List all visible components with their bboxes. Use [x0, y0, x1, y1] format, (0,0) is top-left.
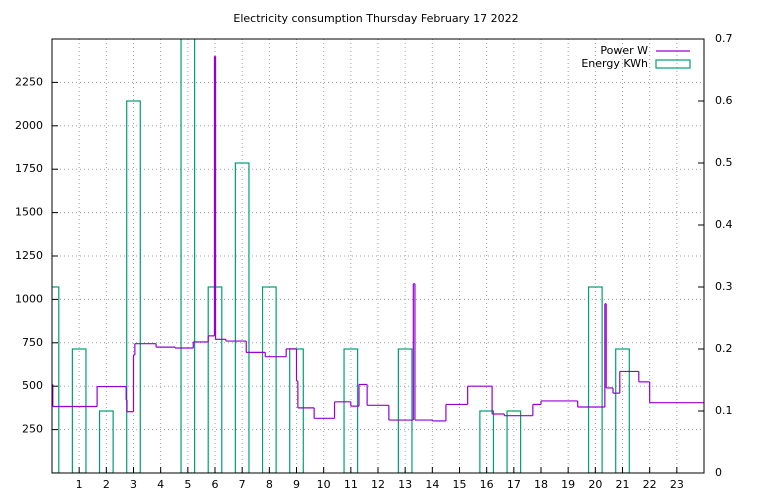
- y2-tick-label: 0.1: [715, 404, 733, 417]
- x-tick-label: 1: [76, 478, 83, 491]
- x-tick-label: 5: [184, 478, 191, 491]
- x-tick-label: 14: [425, 478, 439, 491]
- x-tick-label: 10: [317, 478, 331, 491]
- x-tick-label: 8: [266, 478, 273, 491]
- y2-tick-label: 0.7: [715, 32, 733, 45]
- x-tick-label: 12: [371, 478, 385, 491]
- y-tick-label: 2250: [15, 75, 43, 88]
- energy-box: [397, 348, 413, 473]
- x-tick-label: 13: [398, 478, 412, 491]
- y-tick-label: 250: [22, 423, 43, 436]
- energy-box: [615, 348, 630, 473]
- x-tick-label: 11: [344, 478, 358, 491]
- legend-swatch: [655, 59, 691, 69]
- energy-box: [180, 39, 196, 473]
- energy-box: [98, 410, 114, 473]
- y2-tick-label: 0.3: [715, 280, 733, 293]
- chart-title: Electricity consumption Thursday Februar…: [233, 12, 518, 25]
- axes: 1 2 3 4 5 6 7 8 9 10 11 12 13 14 15 16 17 18 19 20 21 22 23250…: [15, 32, 733, 491]
- x-tick-label: 16: [480, 478, 494, 491]
- x-tick-label: 18: [534, 478, 548, 491]
- energy-box: [126, 100, 141, 473]
- y-tick-label: 1500: [15, 206, 43, 219]
- x-tick-label: 23: [670, 478, 684, 491]
- x-tick-label: 3: [130, 478, 137, 491]
- energy-box: [587, 286, 603, 473]
- grid: [52, 39, 704, 473]
- y-tick-label: 1250: [15, 249, 43, 262]
- x-tick-label: 19: [561, 478, 575, 491]
- plot-area: [52, 39, 704, 473]
- y2-tick-label: 0.4: [715, 218, 733, 231]
- x-tick-label: 22: [643, 478, 657, 491]
- energy-box: [479, 410, 495, 473]
- x-tick-label: 9: [293, 478, 300, 491]
- x-tick-label: 2: [103, 478, 110, 491]
- energy-box: [343, 348, 359, 473]
- x-tick-label: 21: [616, 478, 630, 491]
- energy-box: [261, 286, 277, 473]
- x-tick-label: 7: [239, 478, 246, 491]
- y2-tick-label: 0.6: [715, 94, 733, 107]
- y2-tick-label: 0.5: [715, 156, 733, 169]
- y2-tick-label: 0: [715, 466, 722, 479]
- x-tick-label: 6: [212, 478, 219, 491]
- y-tick-label: 1750: [15, 162, 43, 175]
- y-tick-label: 500: [22, 379, 43, 392]
- x-tick-label: 4: [157, 478, 164, 491]
- y2-tick-label: 0.2: [715, 342, 733, 355]
- legend-label: Energy KWh: [581, 57, 648, 70]
- energy-box: [52, 286, 60, 473]
- x-tick-label: 17: [507, 478, 521, 491]
- y-tick-label: 750: [22, 336, 43, 349]
- y-tick-label: 2000: [15, 119, 43, 132]
- x-tick-label: 20: [588, 478, 602, 491]
- legend-label: Power W: [600, 44, 648, 57]
- energy-box: [71, 348, 87, 473]
- energy-box: [234, 162, 250, 473]
- y-tick-label: 1000: [15, 292, 43, 305]
- x-tick-label: 15: [453, 478, 467, 491]
- energy-box: [506, 410, 522, 473]
